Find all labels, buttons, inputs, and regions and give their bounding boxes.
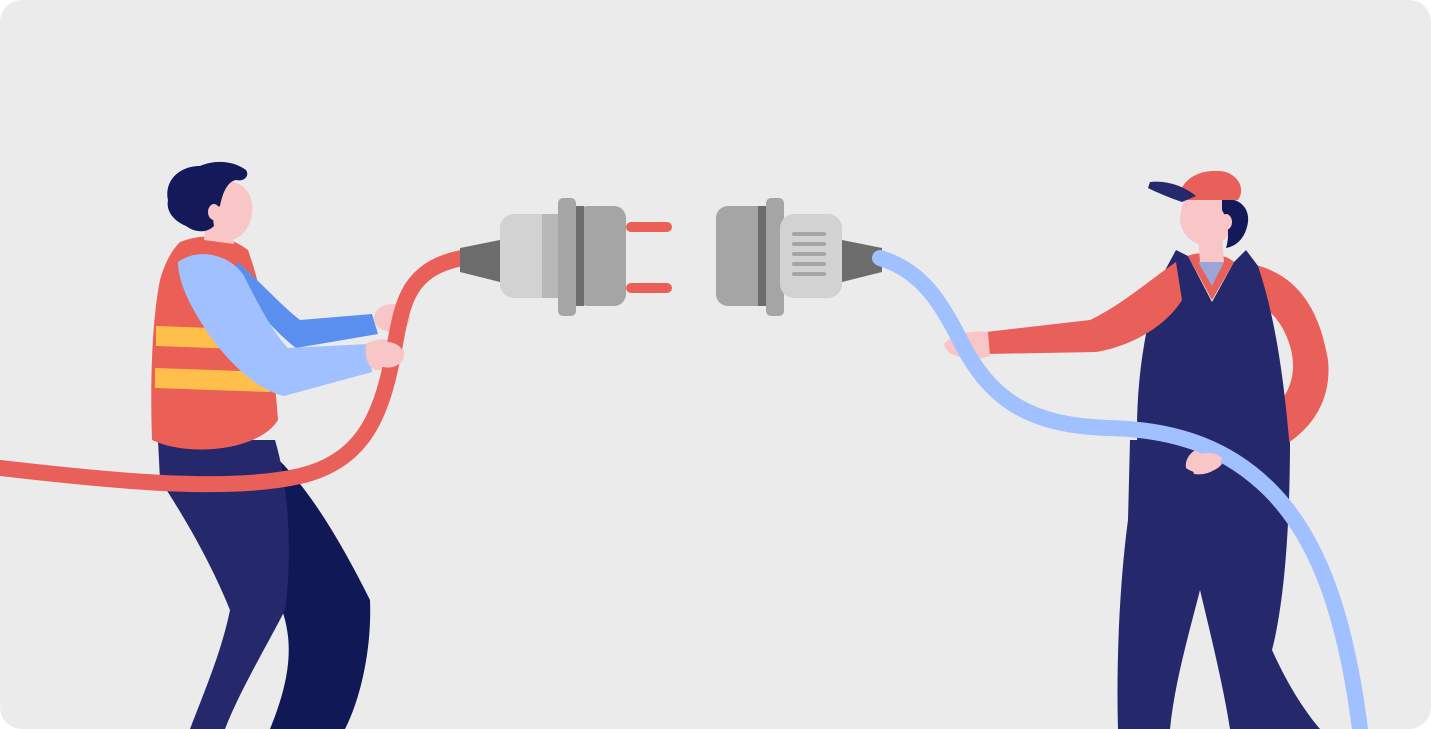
socket-strain-relief (842, 240, 882, 282)
left-worker-back-arm (232, 262, 378, 348)
blue-cable (872, 250, 1368, 729)
right-worker-back-arm (1204, 262, 1329, 468)
plug-face (576, 206, 626, 306)
red-cable (0, 250, 470, 493)
plug-face-divider (576, 206, 584, 306)
right-worker-ear (1220, 214, 1232, 230)
plug-collar (558, 198, 576, 316)
left-worker-hair (167, 161, 248, 232)
electric-socket-icon (716, 198, 882, 316)
right-worker-front-arm (986, 262, 1182, 354)
left-worker-grip (380, 341, 404, 368)
right-worker (944, 170, 1329, 729)
plug-strain-relief (460, 240, 500, 282)
left-worker (151, 161, 410, 729)
blue-cable-line (872, 250, 1368, 729)
right-worker-hair (1222, 199, 1249, 248)
electric-plug-icon (460, 198, 672, 316)
left-worker-ear (208, 204, 220, 220)
plug-prong-top (626, 222, 672, 232)
right-worker-shirt-inner (1198, 262, 1224, 286)
left-worker-front-arm (178, 254, 372, 396)
left-worker-vest-stripe (155, 368, 270, 392)
socket-grip-lines (792, 232, 826, 276)
socket-face-divider (758, 206, 768, 306)
right-worker-cap-brim (1148, 181, 1196, 202)
socket-collar (766, 198, 784, 316)
left-worker-front-leg (158, 440, 289, 729)
socket-face (716, 206, 770, 306)
plug-prong-bottom (626, 283, 672, 293)
right-worker-fingers (1190, 452, 1222, 475)
right-worker-cap (1180, 170, 1242, 200)
red-cable-line (0, 250, 470, 493)
right-worker-face (1180, 193, 1232, 246)
